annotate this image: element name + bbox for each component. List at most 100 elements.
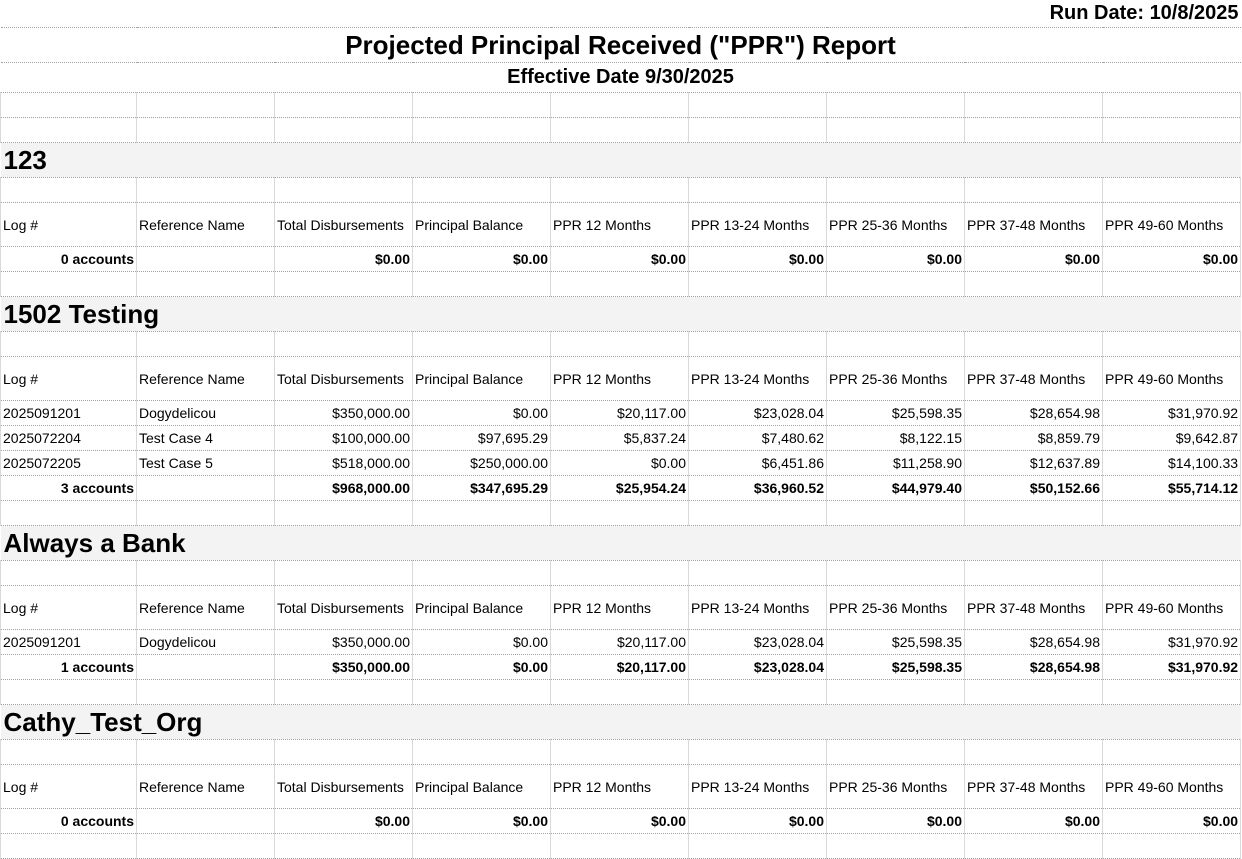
total-cell[interactable]: $0.00 [412, 246, 551, 272]
table-cell[interactable]: $350,000.00 [274, 400, 413, 426]
table-cell[interactable]: $20,117.00 [550, 400, 689, 426]
table-cell[interactable]: Dogydelicou [136, 629, 275, 655]
cell[interactable] [964, 271, 1103, 297]
cell[interactable] [1101, 739, 1242, 765]
cell[interactable] [964, 560, 1103, 586]
cell[interactable] [964, 177, 1103, 203]
total-cell[interactable]: $0.00 [274, 246, 413, 272]
cell[interactable] [688, 560, 827, 586]
cell[interactable] [550, 271, 689, 297]
cell[interactable] [274, 500, 413, 526]
cell[interactable] [136, 560, 275, 586]
column-header[interactable]: Principal Balance [412, 585, 551, 630]
total-cell[interactable] [136, 246, 275, 272]
cell[interactable] [688, 331, 827, 357]
table-cell[interactable]: $28,654.98 [964, 629, 1103, 655]
cell[interactable] [826, 331, 965, 357]
column-header[interactable]: PPR 37-48 Months [964, 585, 1103, 630]
cell[interactable] [412, 833, 551, 859]
table-cell[interactable]: 2025091201 [0, 629, 137, 655]
total-cell[interactable]: $25,954.24 [550, 475, 689, 501]
table-cell[interactable]: 2025091201 [0, 400, 137, 426]
cell[interactable] [136, 739, 275, 765]
cell[interactable] [1101, 271, 1242, 297]
cell[interactable] [136, 271, 275, 297]
cell[interactable] [136, 500, 275, 526]
total-cell[interactable] [136, 808, 275, 834]
total-cell[interactable]: $0.00 [1101, 808, 1242, 834]
table-cell[interactable]: $0.00 [550, 450, 689, 476]
column-header[interactable]: Log # [0, 585, 137, 630]
total-cell[interactable]: $0.00 [274, 808, 413, 834]
cell[interactable] [0, 833, 137, 859]
total-cell[interactable]: $0.00 [412, 808, 551, 834]
total-cell[interactable]: $0.00 [1101, 246, 1242, 272]
column-header[interactable]: PPR 13-24 Months [688, 356, 827, 401]
column-header[interactable]: Principal Balance [412, 356, 551, 401]
table-cell[interactable]: $20,117.00 [550, 629, 689, 655]
table-cell[interactable]: $100,000.00 [274, 425, 413, 451]
total-cell[interactable]: 0 accounts [0, 246, 137, 272]
table-cell[interactable]: Test Case 5 [136, 450, 275, 476]
cell[interactable] [826, 500, 965, 526]
table-cell[interactable]: $31,970.92 [1101, 400, 1242, 426]
cell[interactable] [136, 177, 275, 203]
table-cell[interactable]: 2025072205 [0, 450, 137, 476]
cell[interactable] [550, 739, 689, 765]
column-header[interactable]: PPR 13-24 Months [688, 764, 827, 809]
table-cell[interactable]: $12,637.89 [964, 450, 1103, 476]
cell[interactable] [1101, 560, 1242, 586]
cell[interactable] [412, 500, 551, 526]
total-cell[interactable]: $31,970.92 [1101, 654, 1242, 680]
cell[interactable] [274, 833, 413, 859]
cell[interactable] [136, 833, 275, 859]
total-cell[interactable]: $50,152.66 [964, 475, 1103, 501]
column-header[interactable]: Reference Name [136, 202, 275, 247]
cell[interactable] [1101, 833, 1242, 859]
total-cell[interactable]: $25,598.35 [826, 654, 965, 680]
column-header[interactable]: Reference Name [136, 764, 275, 809]
total-cell[interactable]: $44,979.40 [826, 475, 965, 501]
cell[interactable] [826, 679, 965, 705]
cell[interactable] [274, 679, 413, 705]
cell[interactable] [964, 500, 1103, 526]
column-header[interactable]: PPR 25-36 Months [826, 585, 965, 630]
cell[interactable] [1101, 500, 1242, 526]
column-header[interactable]: Principal Balance [412, 202, 551, 247]
column-header[interactable]: PPR 13-24 Months [688, 585, 827, 630]
cell[interactable] [826, 833, 965, 859]
cell[interactable] [688, 500, 827, 526]
cell[interactable] [136, 679, 275, 705]
total-cell[interactable]: $350,000.00 [274, 654, 413, 680]
column-header[interactable]: PPR 49-60 Months [1101, 585, 1242, 630]
cell[interactable] [688, 739, 827, 765]
total-cell[interactable]: $0.00 [688, 246, 827, 272]
cell[interactable] [964, 679, 1103, 705]
cell[interactable] [412, 271, 551, 297]
table-cell[interactable]: $97,695.29 [412, 425, 551, 451]
total-cell[interactable]: $0.00 [550, 808, 689, 834]
table-cell[interactable]: $7,480.62 [688, 425, 827, 451]
column-header[interactable]: Log # [0, 764, 137, 809]
cell[interactable] [274, 271, 413, 297]
cell[interactable] [0, 177, 137, 203]
table-cell[interactable]: $31,970.92 [1101, 629, 1242, 655]
table-cell[interactable]: $5,837.24 [550, 425, 689, 451]
column-header[interactable]: PPR 12 Months [550, 356, 689, 401]
cell[interactable] [274, 560, 413, 586]
column-header[interactable]: PPR 37-48 Months [964, 356, 1103, 401]
column-header[interactable]: Reference Name [136, 356, 275, 401]
cell[interactable] [964, 833, 1103, 859]
table-cell[interactable]: $9,642.87 [1101, 425, 1242, 451]
table-cell[interactable]: $23,028.04 [688, 400, 827, 426]
cell[interactable] [0, 500, 137, 526]
column-header[interactable]: PPR 49-60 Months [1101, 356, 1242, 401]
cell[interactable] [1101, 331, 1242, 357]
column-header[interactable]: PPR 25-36 Months [826, 356, 965, 401]
column-header[interactable]: PPR 49-60 Months [1101, 202, 1242, 247]
section-title[interactable]: Always a Bank [0, 525, 1241, 561]
column-header[interactable]: Total Disbursements [274, 202, 413, 247]
column-header[interactable]: PPR 12 Months [550, 202, 689, 247]
cell[interactable] [274, 331, 413, 357]
table-cell[interactable]: $8,122.15 [826, 425, 965, 451]
